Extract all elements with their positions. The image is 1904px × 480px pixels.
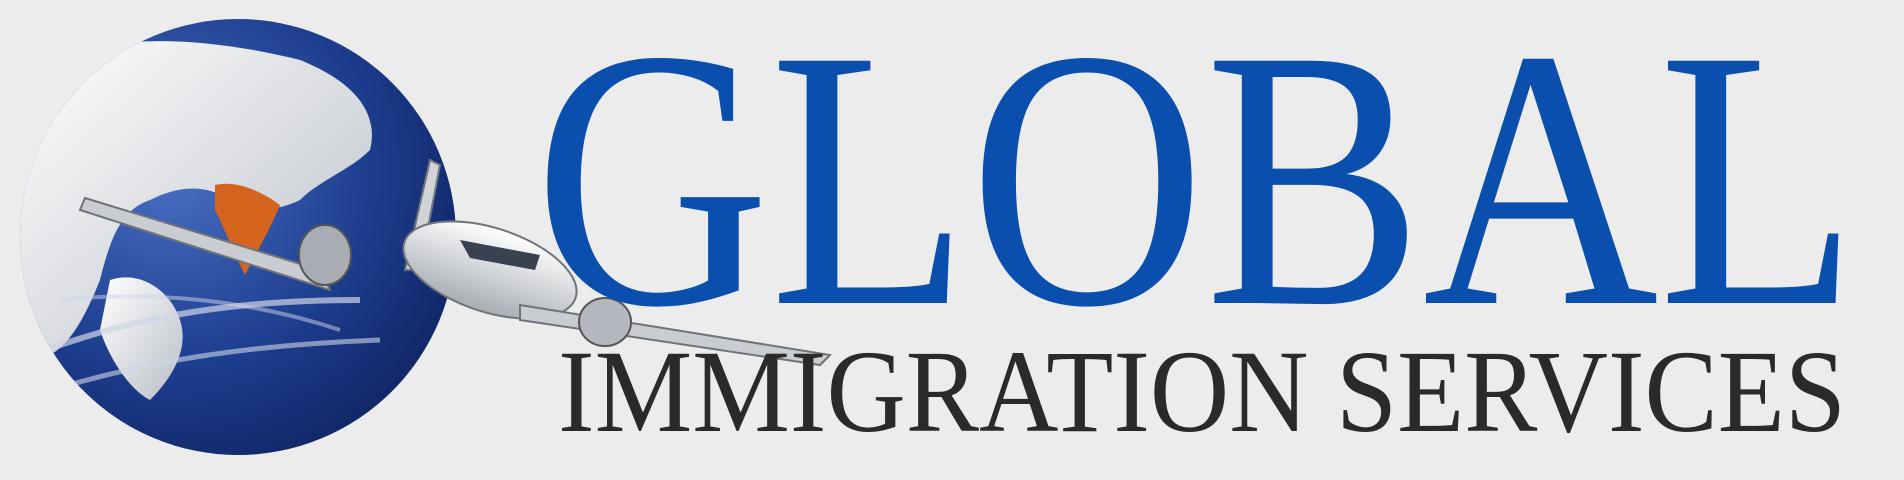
airplane	[78, 158, 833, 367]
logo-subtitle: IMMIGRATION SERVICES	[558, 326, 1846, 457]
globe	[20, 19, 456, 455]
logo-title: GLOBAL	[534, 0, 1858, 384]
